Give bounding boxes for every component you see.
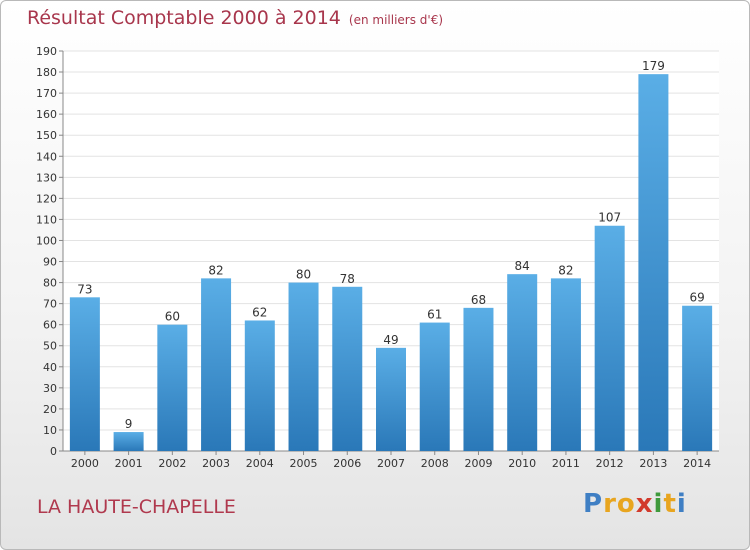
y-tick-label: 140 bbox=[36, 150, 57, 163]
y-tick-label: 60 bbox=[43, 319, 57, 332]
bar-2011 bbox=[550, 278, 581, 451]
x-tick-label-2006: 2006 bbox=[333, 457, 361, 470]
y-tick-label: 100 bbox=[36, 234, 57, 247]
bar-2009 bbox=[463, 307, 494, 451]
value-label-2002: 60 bbox=[165, 310, 180, 324]
y-tick-label: 190 bbox=[36, 45, 57, 58]
y-tick-label: 130 bbox=[36, 171, 57, 184]
x-tick-label-2005: 2005 bbox=[290, 457, 318, 470]
x-tick-label-2002: 2002 bbox=[158, 457, 186, 470]
value-label-2014: 69 bbox=[689, 291, 704, 305]
y-tick-label: 80 bbox=[43, 277, 57, 290]
x-tick-label-2014: 2014 bbox=[683, 457, 711, 470]
logo-letter: i bbox=[653, 489, 664, 519]
x-tick-label-2012: 2012 bbox=[596, 457, 624, 470]
x-tick-label-2007: 2007 bbox=[377, 457, 405, 470]
chart-subtitle: (en milliers d'€) bbox=[348, 13, 444, 27]
value-label-2000: 73 bbox=[77, 282, 92, 296]
bar-2006 bbox=[332, 286, 363, 451]
y-tick-label: 180 bbox=[36, 66, 57, 79]
bar-2002 bbox=[157, 324, 188, 451]
commune-name: LA HAUTE-CHAPELLE bbox=[37, 496, 236, 518]
y-tick-label: 20 bbox=[43, 403, 57, 416]
value-label-2001: 9 bbox=[125, 417, 133, 431]
x-tick-label-2009: 2009 bbox=[464, 457, 492, 470]
y-tick-label: 160 bbox=[36, 108, 57, 121]
bar-2013 bbox=[638, 74, 669, 451]
y-tick-label: 170 bbox=[36, 87, 57, 100]
x-tick-label-2000: 2000 bbox=[71, 457, 99, 470]
value-label-2013: 179 bbox=[642, 59, 665, 73]
logo-letter: r bbox=[603, 489, 617, 519]
value-label-2010: 84 bbox=[515, 259, 530, 273]
value-label-2004: 62 bbox=[252, 305, 267, 319]
value-label-2008: 61 bbox=[427, 308, 442, 322]
logo-letter: i bbox=[676, 489, 687, 519]
y-tick-label: 0 bbox=[50, 445, 57, 458]
y-tick-label: 150 bbox=[36, 129, 57, 142]
logo-letter: x bbox=[635, 489, 654, 519]
y-tick-label: 110 bbox=[36, 213, 57, 226]
value-label-2009: 68 bbox=[471, 293, 486, 307]
y-tick-label: 70 bbox=[43, 298, 57, 311]
value-label-2006: 78 bbox=[340, 272, 355, 286]
y-tick-label: 40 bbox=[43, 361, 57, 374]
bar-2001 bbox=[113, 432, 144, 451]
y-tick-label: 30 bbox=[43, 382, 57, 395]
logo-letter: o bbox=[616, 489, 636, 519]
value-label-2007: 49 bbox=[383, 333, 398, 347]
y-tick-label: 10 bbox=[43, 424, 57, 437]
x-tick-label-2001: 2001 bbox=[115, 457, 143, 470]
bar-2003 bbox=[201, 278, 232, 451]
chart-title: Résultat Comptable 2000 à 2014 bbox=[27, 7, 341, 29]
proxiti-logo: Proxiti bbox=[583, 489, 687, 519]
y-tick-label: 90 bbox=[43, 256, 57, 269]
x-tick-label-2011: 2011 bbox=[552, 457, 580, 470]
bar-2004 bbox=[244, 320, 275, 451]
bar-2005 bbox=[288, 282, 319, 451]
x-tick-label-2013: 2013 bbox=[639, 457, 667, 470]
value-label-2011: 82 bbox=[558, 263, 573, 277]
chart-title-block: Résultat Comptable 2000 à 2014 (en millie… bbox=[27, 7, 443, 29]
value-label-2003: 82 bbox=[208, 263, 223, 277]
x-tick-label-2008: 2008 bbox=[421, 457, 449, 470]
bar-2000 bbox=[69, 297, 100, 451]
x-tick-label-2010: 2010 bbox=[508, 457, 536, 470]
y-tick-label: 120 bbox=[36, 192, 57, 205]
bar-2007 bbox=[376, 347, 406, 451]
y-tick-label: 50 bbox=[43, 340, 57, 353]
value-label-2005: 80 bbox=[296, 268, 311, 282]
logo-letter: t bbox=[663, 489, 677, 519]
logo-letter: P bbox=[583, 489, 604, 519]
x-tick-label-2003: 2003 bbox=[202, 457, 230, 470]
value-label-2012: 107 bbox=[598, 211, 621, 225]
bar-2008 bbox=[419, 322, 450, 451]
bar-2012 bbox=[594, 225, 625, 451]
x-tick-label-2004: 2004 bbox=[246, 457, 274, 470]
bar-2010 bbox=[507, 274, 538, 451]
bar-2014 bbox=[682, 305, 713, 451]
